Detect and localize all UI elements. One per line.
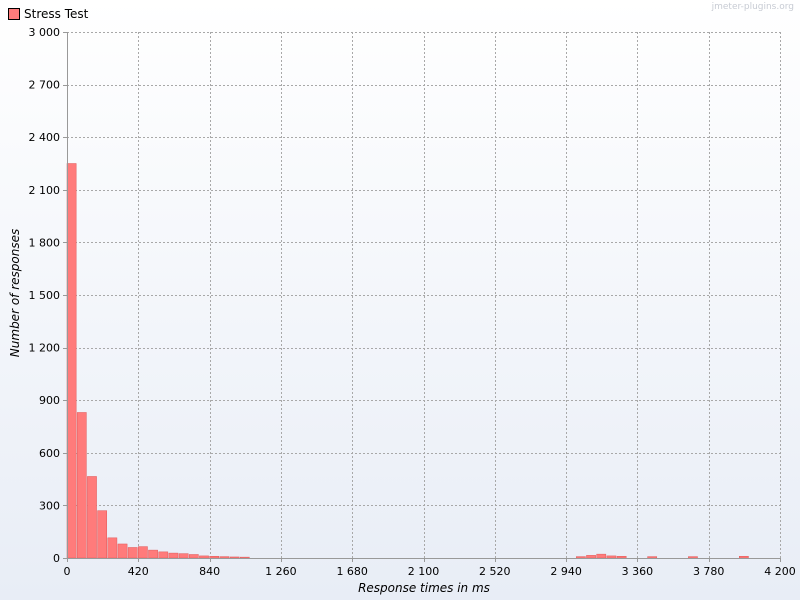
histogram-bar xyxy=(596,553,607,559)
y-tick-label: 1 800 xyxy=(29,236,61,249)
x-tick-label: 840 xyxy=(199,565,220,578)
histogram-bar xyxy=(76,412,87,559)
legend: Stress Test xyxy=(8,7,88,21)
histogram-bar xyxy=(209,555,220,559)
histogram-bar xyxy=(188,554,199,559)
histogram-bar xyxy=(97,510,107,559)
y-tick-label: 2 400 xyxy=(29,131,61,144)
histogram-bar xyxy=(616,555,627,559)
histogram-bar xyxy=(178,553,189,559)
y-tick-label: 600 xyxy=(39,447,60,460)
histogram-bar xyxy=(688,556,698,559)
y-tick-label: 300 xyxy=(39,499,60,512)
legend-label: Stress Test xyxy=(24,7,89,21)
x-tick-label: 4 200 xyxy=(764,565,796,578)
histogram-bar xyxy=(739,555,749,559)
watermark: jmeter-plugins.org xyxy=(711,2,794,12)
bars xyxy=(66,163,749,559)
histogram-bar xyxy=(576,556,586,559)
histogram-bar xyxy=(647,556,658,559)
histogram-bar xyxy=(229,556,240,559)
histogram-bar xyxy=(219,556,230,559)
histogram-bar xyxy=(168,552,179,559)
histogram-bar xyxy=(148,549,158,559)
histogram-bar xyxy=(586,555,596,559)
y-tick-label: 2 100 xyxy=(29,184,61,197)
histogram-bar xyxy=(158,551,169,559)
x-tick-label: 2 940 xyxy=(550,565,582,578)
y-axis-title: Number of responses xyxy=(8,229,22,357)
x-tick-label: 0 xyxy=(64,565,71,578)
histogram-bar xyxy=(66,163,77,559)
tick-labels: 0 420 840 1 260 1 680 2 100 2 520 2 940 3 360 3 7… xyxy=(29,26,796,578)
histogram-bar xyxy=(117,543,128,559)
histogram-bar xyxy=(239,556,250,559)
legend-swatch xyxy=(8,8,20,20)
axes xyxy=(63,32,781,562)
histogram-bar xyxy=(138,546,148,559)
y-tick-label: 3 000 xyxy=(29,26,61,39)
histogram-bar xyxy=(606,555,617,559)
x-tick-label: 3 360 xyxy=(622,565,654,578)
histogram-bar xyxy=(127,547,138,559)
histogram-bar xyxy=(87,476,97,559)
y-tick-label: 1 200 xyxy=(29,342,61,355)
x-tick-label: 2 520 xyxy=(479,565,511,578)
x-tick-label: 2 100 xyxy=(408,565,440,578)
x-axis-title: Response times in ms xyxy=(358,581,490,595)
histogram-bar xyxy=(199,555,209,559)
y-tick-label: 0 xyxy=(53,552,60,565)
y-tick-label: 900 xyxy=(39,394,60,407)
x-tick-label: 3 780 xyxy=(693,565,725,578)
grid xyxy=(67,32,781,559)
y-tick-label: 2 700 xyxy=(29,79,61,92)
y-tick-label: 1 500 xyxy=(29,289,61,302)
histogram-bar xyxy=(107,537,118,559)
x-tick-label: 420 xyxy=(128,565,149,578)
x-tick-label: 1 680 xyxy=(336,565,368,578)
x-tick-label: 1 260 xyxy=(265,565,297,578)
